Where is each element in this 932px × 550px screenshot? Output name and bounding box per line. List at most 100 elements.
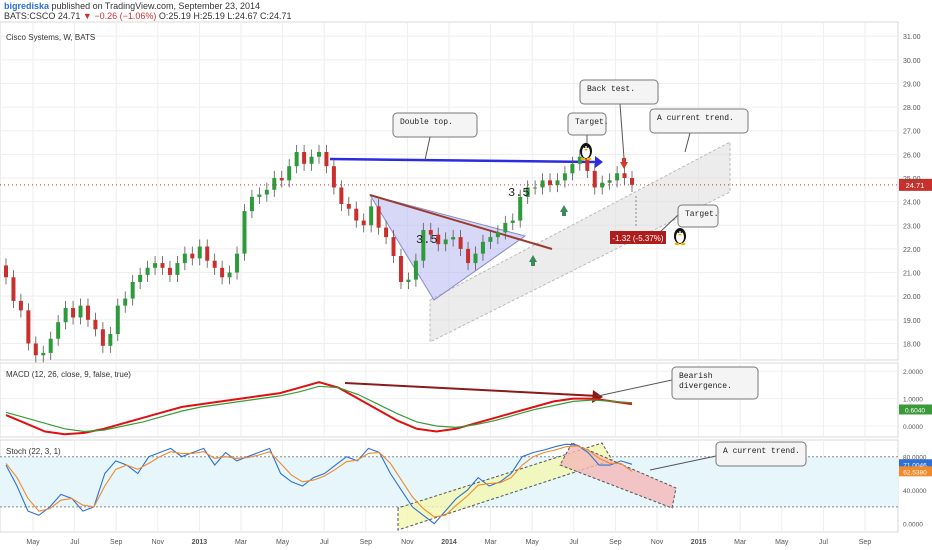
- x-tick-label: Nov: [152, 539, 165, 546]
- candle-body: [197, 246, 202, 259]
- candle-body: [615, 173, 620, 181]
- y-tick-label: 24.00: [903, 200, 921, 207]
- stoch-tick-label: 0.0000: [903, 522, 923, 529]
- note-back-test: Back test.: [587, 85, 635, 94]
- candle-body: [480, 241, 485, 254]
- candle-body: [309, 156, 314, 164]
- candle-body: [339, 187, 344, 204]
- up-arrow-stem-2: [531, 262, 535, 266]
- candle-body: [115, 305, 120, 334]
- candle-body: [518, 196, 523, 221]
- candle-body: [570, 163, 575, 174]
- candle-body: [287, 166, 292, 181]
- price-change: ▼ −0.26 (−1.06%): [82, 11, 157, 21]
- note-target-top: Target.: [575, 118, 609, 127]
- note-stoch-trend-pointer: [649, 455, 717, 471]
- symbol-label[interactable]: BATS:CSCO: [4, 11, 56, 21]
- candle-body: [153, 263, 158, 268]
- price-badge: 24.71: [906, 181, 925, 190]
- candle-body: [71, 308, 76, 318]
- stoch-badge1-bg: [899, 459, 932, 470]
- x-tick-label: Mar: [485, 539, 498, 546]
- candle-body: [130, 282, 135, 299]
- candle-body: [182, 253, 187, 264]
- note-target-right: Target.: [685, 210, 719, 219]
- note-target-top-box: [567, 112, 607, 136]
- candle-body: [540, 180, 545, 188]
- candle-body: [607, 180, 612, 183]
- candle-body: [26, 310, 31, 344]
- annotations: Double top. Target. Back test. A current tr…: [392, 79, 807, 471]
- candle-body: [93, 319, 98, 330]
- candle-body: [577, 156, 582, 164]
- y-tick-label: 19.00: [903, 318, 921, 325]
- candle-body: [413, 260, 418, 280]
- penguin-icon-right: [674, 228, 686, 246]
- candle-body: [503, 222, 508, 233]
- macd-tick-label: 2.0000: [903, 369, 923, 376]
- x-tick-label: Nov: [401, 539, 414, 546]
- price-badge-bg: [899, 178, 932, 191]
- candle-body: [41, 352, 46, 356]
- candle-body: [376, 206, 381, 228]
- candle-body: [257, 194, 262, 197]
- candle-body: [562, 173, 567, 181]
- candle-body: [220, 267, 225, 278]
- x-tick-label: Jul: [569, 539, 578, 546]
- x-tick-label: 2014: [441, 539, 457, 546]
- candle-body: [190, 253, 195, 259]
- note-double-top: Double top.: [400, 118, 453, 127]
- note-double-top-box: [392, 112, 478, 138]
- y-tick-label: 30.00: [903, 58, 921, 65]
- candle-body: [458, 237, 463, 249]
- macd-badge-bg: [899, 404, 932, 415]
- candle-body: [249, 196, 254, 212]
- note-target-right-box: [677, 204, 719, 228]
- time-axis: May Jul Sep Nov 2013 Mar May Jul Sep Nov 2014 Mar Ma…: [26, 539, 871, 546]
- candle-body: [630, 178, 634, 185]
- publish-line: bigrediska published on TradingView.com,…: [4, 1, 260, 11]
- macd-title: MACD (12, 26, close, 9, false, true): [6, 370, 131, 379]
- stoch-badge-k: 71.0046: [903, 462, 927, 469]
- x-tick-label: 2015: [691, 539, 707, 546]
- note-target-right-pointer: [659, 214, 679, 233]
- pattern-triangle: [368, 194, 527, 301]
- macd-tick-label: 1.0000: [903, 397, 923, 404]
- x-tick-label: Jul: [819, 539, 828, 546]
- ohlc-values: O:25.19 H:25.19 L:24.67 C:24.71: [158, 11, 292, 21]
- author-link[interactable]: bigrediska: [4, 1, 50, 11]
- candle-body: [264, 189, 269, 195]
- candle-body: [466, 248, 471, 264]
- candle-body: [555, 180, 560, 186]
- x-tick-label: May: [276, 539, 290, 546]
- candle-body: [384, 227, 389, 238]
- candle-body: [585, 156, 590, 171]
- x-tick-label: Sep: [609, 539, 622, 546]
- drop-badge-bg: [610, 231, 666, 244]
- y-tick-label: 31.00: [903, 34, 921, 41]
- candle-body: [443, 239, 448, 245]
- x-tick-label: Jul: [70, 539, 79, 546]
- candle-body: [302, 152, 307, 164]
- candle-body: [488, 237, 493, 242]
- stoch-title: Stoch (22, 3, 1): [6, 447, 61, 456]
- candle-body: [495, 232, 500, 238]
- y-tick-label: 22.00: [903, 247, 921, 254]
- stoch-tick-label: 80.0000: [903, 455, 927, 462]
- note-stoch-trend: A current trend.: [723, 447, 800, 456]
- macd-badge: 0.6040: [905, 407, 925, 414]
- candle-body: [56, 322, 61, 339]
- up-arrow-icon: [560, 205, 568, 212]
- candle-body: [548, 180, 553, 186]
- quote-line: BATS:CSCO 24.71 ▼ −0.26 (−1.06%) O:25.19…: [4, 11, 291, 21]
- y-tick-label: 21.00: [903, 271, 921, 278]
- x-tick-label: Mar: [734, 539, 747, 546]
- x-tick-label: 2013: [192, 539, 208, 546]
- candle-body: [354, 208, 359, 221]
- candle-body: [473, 253, 478, 264]
- candlestick-series: 24.71: [0, 144, 932, 363]
- candle-body: [63, 308, 68, 323]
- x-tick-label: May: [526, 539, 540, 546]
- macd-line-signal: [5, 385, 633, 433]
